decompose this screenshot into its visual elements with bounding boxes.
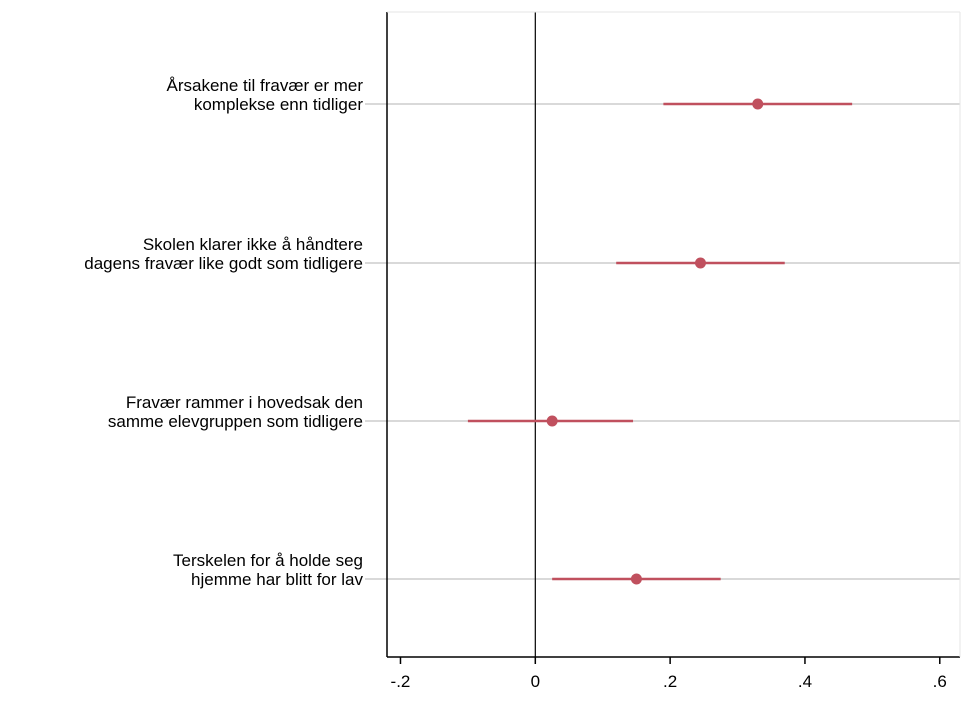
point-estimates [546,98,764,585]
category-label-1: Årsakene til fravær er mer komplekse enn … [167,76,364,114]
plot-frame [386,11,961,658]
point-estimate-1 [752,98,764,110]
x-tick-label-2: 0 [531,672,540,691]
x-tick-label-3: .2 [663,672,677,691]
x-axis-ticks: -.2 0 .2 .4 .6 [391,657,947,691]
point-estimate-3 [546,415,558,427]
x-tick-label-1: -.2 [391,672,411,691]
category-label-line: komplekse enn tidliger [194,95,363,114]
point-estimate-2 [694,257,706,269]
category-label-4: Terskelen for å holde seg hjemme har blit… [173,551,363,589]
category-label-3: Fravær rammer i hovedsak den samme elevgr… [108,393,363,431]
category-label-line: Skolen klarer ikke å håndtere [143,235,363,254]
gridlines [365,103,960,580]
category-label-line: samme elevgruppen som tidligere [108,412,363,431]
point-estimate-4 [630,573,642,585]
x-tick-label-5: .6 [933,672,947,691]
category-label-line: Årsakene til fravær er mer [167,76,364,95]
category-label-line: hjemme har blitt for lav [191,570,363,589]
category-label-line: Terskelen for å holde seg [173,551,363,570]
confidence-intervals [467,102,853,581]
x-tick-label-4: .4 [798,672,812,691]
category-label-2: Skolen klarer ikke å håndtere dagens frav… [84,235,363,273]
category-labels: Årsakene til fravær er mer komplekse enn … [84,76,363,589]
category-label-line: dagens fravær like godt som tidligere [84,254,363,273]
category-label-line: Fravær rammer i hovedsak den [126,393,363,412]
